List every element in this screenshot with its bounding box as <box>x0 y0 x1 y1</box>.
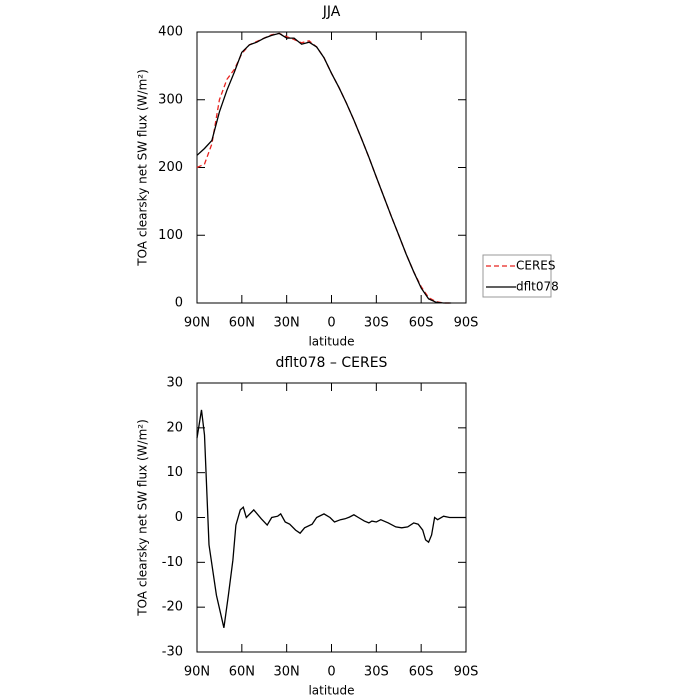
x-tick-label: 60N <box>229 316 255 331</box>
y-tick-label: 20 <box>166 420 183 435</box>
x-tick-label: 30N <box>274 316 300 331</box>
x-tick-label: 30N <box>274 665 300 680</box>
x-tick-label: 90S <box>454 665 479 680</box>
x-tick-label: 60N <box>229 665 255 680</box>
legend-label: CERES <box>516 259 556 273</box>
y-tick-label: -30 <box>162 645 183 660</box>
x-axis-label: latitude <box>308 335 354 349</box>
x-tick-label: 30S <box>364 665 389 680</box>
x-tick-label: 60S <box>409 316 434 331</box>
x-tick-label: 0 <box>327 316 335 331</box>
y-tick-label: 400 <box>158 25 183 40</box>
y-tick-label: -10 <box>162 555 183 570</box>
y-tick-label: 100 <box>158 228 183 243</box>
legend-label: dflt078 <box>516 280 559 294</box>
y-tick-label: 200 <box>158 160 183 175</box>
x-tick-label: 90N <box>184 665 210 680</box>
y-tick-label: 300 <box>158 92 183 107</box>
x-tick-label: 90N <box>184 316 210 331</box>
x-tick-label: 60S <box>409 665 434 680</box>
chart-title: JJA <box>322 4 341 20</box>
x-tick-label: 0 <box>327 665 335 680</box>
y-tick-label: 10 <box>166 465 183 480</box>
x-tick-label: 30S <box>364 316 389 331</box>
x-tick-label: 90S <box>454 316 479 331</box>
x-axis-label: latitude <box>308 684 354 698</box>
y-axis-label: TOA clearsky net SW flux (W/m²) <box>136 419 150 617</box>
series-line <box>196 409 466 628</box>
y-tick-label: 0 <box>175 510 183 525</box>
series-line <box>196 32 452 304</box>
y-tick-label: 30 <box>166 376 183 391</box>
y-tick-label: -20 <box>162 600 183 615</box>
series-line <box>196 32 452 304</box>
y-axis-label: TOA clearsky net SW flux (W/m²) <box>136 69 150 267</box>
y-tick-label: 0 <box>175 296 183 311</box>
legend-box <box>482 254 552 298</box>
plot-frame <box>196 382 467 653</box>
chart-title: dflt078 – CERES <box>276 355 388 371</box>
